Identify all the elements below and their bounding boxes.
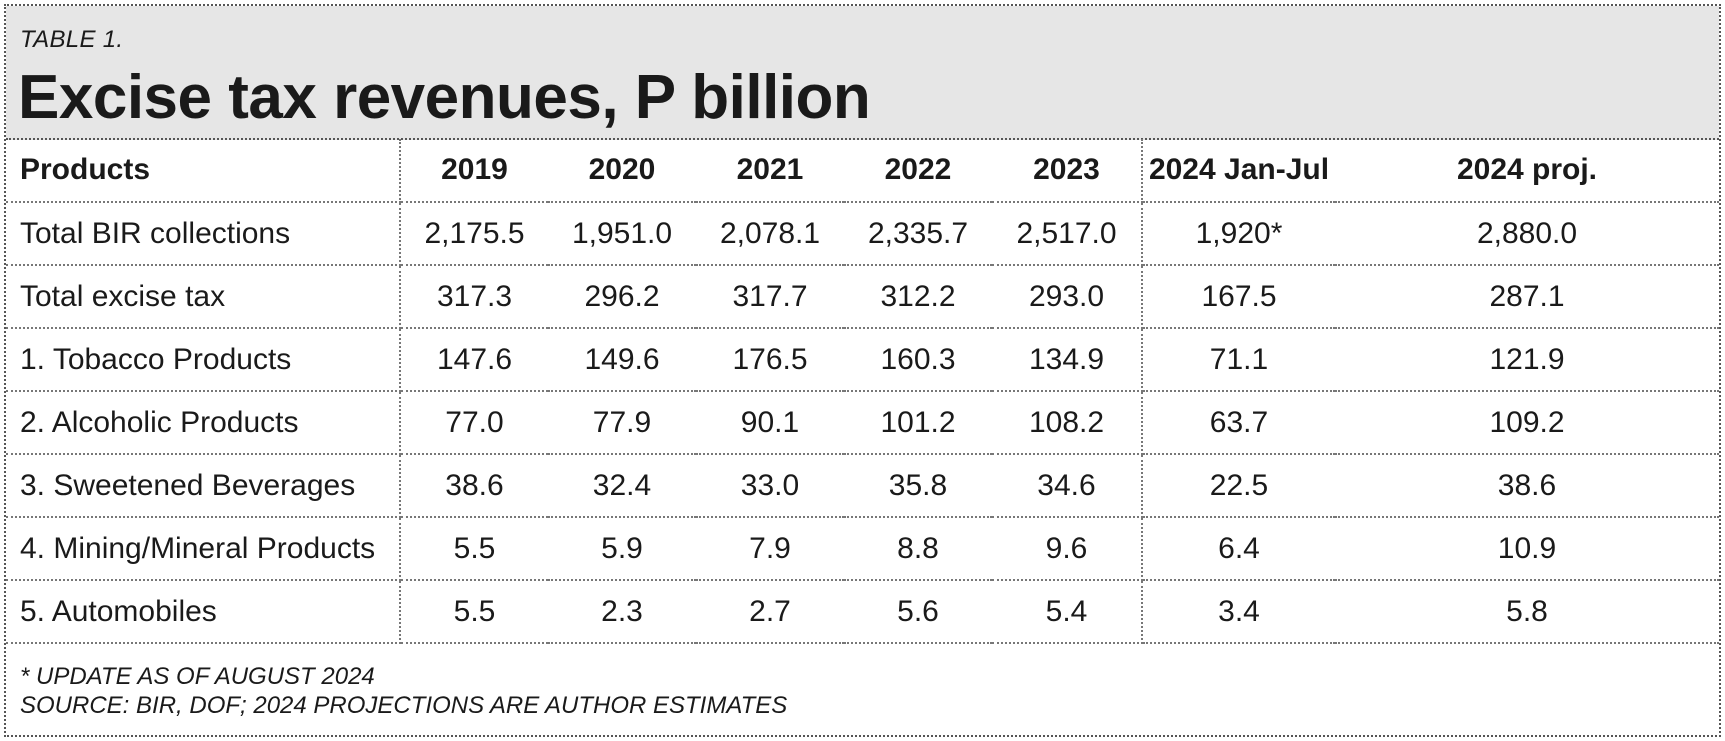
table-cell: 71.1 [1142, 328, 1335, 392]
row-label: 4. Mining/Mineral Products [6, 517, 401, 581]
table-cell: 149.6 [548, 328, 696, 392]
table-cell: 109.2 [1335, 391, 1719, 455]
table-cell: 160.3 [844, 328, 992, 392]
table-cell: 312.2 [844, 265, 992, 329]
table-cell: 32.4 [548, 454, 696, 518]
row-label: Total BIR collections [6, 202, 401, 266]
table-cell: 77.0 [400, 391, 548, 455]
table-cell: 9.6 [992, 517, 1143, 581]
table-cell: 34.6 [992, 454, 1143, 518]
footnote-update: * UPDATE AS OF AUGUST 2024 [20, 663, 375, 690]
table-cell: 5.5 [400, 517, 548, 581]
row-label: 1. Tobacco Products [6, 328, 401, 392]
column-header: 2022 [844, 139, 992, 203]
table-cell: 108.2 [992, 391, 1143, 455]
header-row: Products 2019 2020 2021 2022 2023 2024 J… [6, 139, 1719, 203]
table-cell: 77.9 [548, 391, 696, 455]
table-cell: 33.0 [696, 454, 844, 518]
table-cell: 167.5 [1142, 265, 1335, 329]
row-label: 5. Automobiles [6, 580, 401, 644]
table-cell: 1,920* [1142, 202, 1335, 266]
table-body: Total BIR collections 2,175.5 1,951.0 2,078… [6, 202, 1719, 644]
footnotes: * UPDATE AS OF AUGUST 2024 SOURCE: BIR, … [20, 662, 787, 720]
table-cell: 22.5 [1142, 454, 1335, 518]
table-cell: 317.3 [400, 265, 548, 329]
table-cell: 293.0 [992, 265, 1143, 329]
row-label: 3. Sweetened Beverages [6, 454, 401, 518]
table-cell: 2,517.0 [992, 202, 1143, 266]
table-cell: 147.6 [400, 328, 548, 392]
column-header: 2019 [400, 139, 548, 203]
table-cell: 5.4 [992, 580, 1143, 644]
table-header-band: TABLE 1. Excise tax revenues, P billion [6, 6, 1719, 140]
table-cell: 287.1 [1335, 265, 1719, 329]
row-label: 2. Alcoholic Products [6, 391, 401, 455]
table-cell: 101.2 [844, 391, 992, 455]
table-cell: 2.7 [696, 580, 844, 644]
table-cell: 2,078.1 [696, 202, 844, 266]
column-header: Products [6, 139, 401, 203]
table-cell: 1,951.0 [548, 202, 696, 266]
table-row: Total excise tax 317.3 296.2 317.7 312.2 293.… [6, 265, 1719, 329]
excise-tax-table: Products 2019 2020 2021 2022 2023 2024 J… [6, 139, 1719, 644]
table-cell: 8.8 [844, 517, 992, 581]
table-cell: 10.9 [1335, 517, 1719, 581]
row-label: Total excise tax [6, 265, 401, 329]
table-cell: 2,880.0 [1335, 202, 1719, 266]
table-cell: 176.5 [696, 328, 844, 392]
column-header: 2020 [548, 139, 696, 203]
table-cell: 35.8 [844, 454, 992, 518]
table-frame: TABLE 1. Excise tax revenues, P billion … [4, 4, 1721, 737]
table-cell: 317.7 [696, 265, 844, 329]
table-title: Excise tax revenues, P billion [18, 63, 871, 132]
column-header: 2021 [696, 139, 844, 203]
table-cell: 5.6 [844, 580, 992, 644]
table-cell: 5.5 [400, 580, 548, 644]
table-cell: 5.9 [548, 517, 696, 581]
table-cell: 2,175.5 [400, 202, 548, 266]
table-cell: 121.9 [1335, 328, 1719, 392]
table-row: 5. Automobiles 5.5 2.3 2.7 5.6 5.4 3.4 5.8 [6, 580, 1719, 644]
table-cell: 90.1 [696, 391, 844, 455]
table-cell: 2.3 [548, 580, 696, 644]
footnote-source: SOURCE: BIR, DOF; 2024 PROJECTIONS ARE A… [20, 692, 788, 719]
table-cell: 2,335.7 [844, 202, 992, 266]
table-cell: 5.8 [1335, 580, 1719, 644]
table-row: 1. Tobacco Products 147.6 149.6 176.5 160.3 1… [6, 328, 1719, 392]
column-header: 2024 proj. [1335, 139, 1719, 203]
table-cell: 63.7 [1142, 391, 1335, 455]
column-header: 2023 [992, 139, 1143, 203]
table-row: Total BIR collections 2,175.5 1,951.0 2,078… [6, 202, 1719, 266]
table-row: 2. Alcoholic Products 77.0 77.9 90.1 101.2 10… [6, 391, 1719, 455]
table-cell: 296.2 [548, 265, 696, 329]
table-cell: 38.6 [1335, 454, 1719, 518]
table-label: TABLE 1. [20, 26, 124, 53]
table-row: 4. Mining/Mineral Products 5.5 5.9 7.9 8.8 9.… [6, 517, 1719, 581]
table-cell: 38.6 [400, 454, 548, 518]
table-cell: 134.9 [992, 328, 1143, 392]
table-cell: 6.4 [1142, 517, 1335, 581]
table-cell: 7.9 [696, 517, 844, 581]
column-header: 2024 Jan-Jul [1142, 139, 1335, 203]
table-cell: 3.4 [1142, 580, 1335, 644]
table-row: 3. Sweetened Beverages 38.6 32.4 33.0 35.8 34… [6, 454, 1719, 518]
